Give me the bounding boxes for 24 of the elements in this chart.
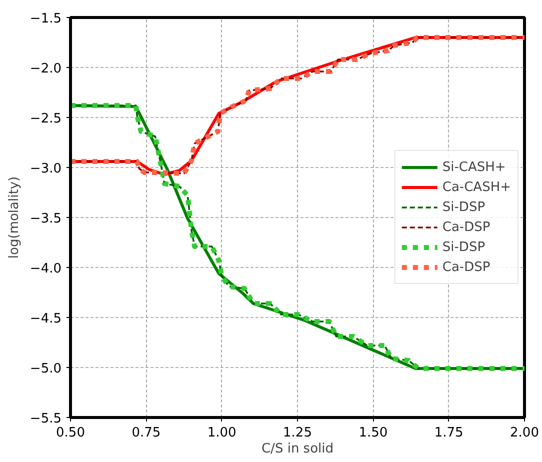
y-tick-label: −5.5 (30, 412, 62, 426)
y-tick-label: −2.0 (30, 62, 62, 76)
x-tick-label: 1.50 (358, 426, 388, 440)
y-tick-label: −4.5 (30, 312, 62, 326)
y-tick-label: −2.5 (30, 112, 62, 126)
x-axis-title: C/S in solid (261, 442, 334, 456)
y-axis-title: log(molality) (6, 176, 22, 259)
legend-label: Ca-DSP (442, 220, 490, 234)
y-tick-label: −4.0 (30, 262, 62, 276)
y-tick-label: −3.5 (30, 212, 62, 226)
y-tick-label: −1.5 (30, 12, 62, 26)
y-tick-label: −3.0 (30, 162, 62, 176)
x-tick-label: 2.00 (510, 426, 539, 440)
legend-label: Si-DSP (442, 200, 486, 214)
x-tick-label: 1.75 (434, 426, 464, 440)
legend-label: Si-DSP (442, 240, 486, 254)
legend-label: Ca-DSP (442, 260, 490, 274)
legend-label: Ca-CASH+ (442, 180, 511, 194)
x-tick-label: 1.25 (283, 426, 312, 440)
x-tick-label: 0.50 (56, 426, 85, 440)
legend-label: Si-CASH+ (442, 160, 506, 174)
y-tick-label: −5.0 (30, 362, 62, 376)
x-tick-label: 0.75 (132, 426, 161, 440)
x-tick-label: 1.00 (207, 426, 236, 440)
